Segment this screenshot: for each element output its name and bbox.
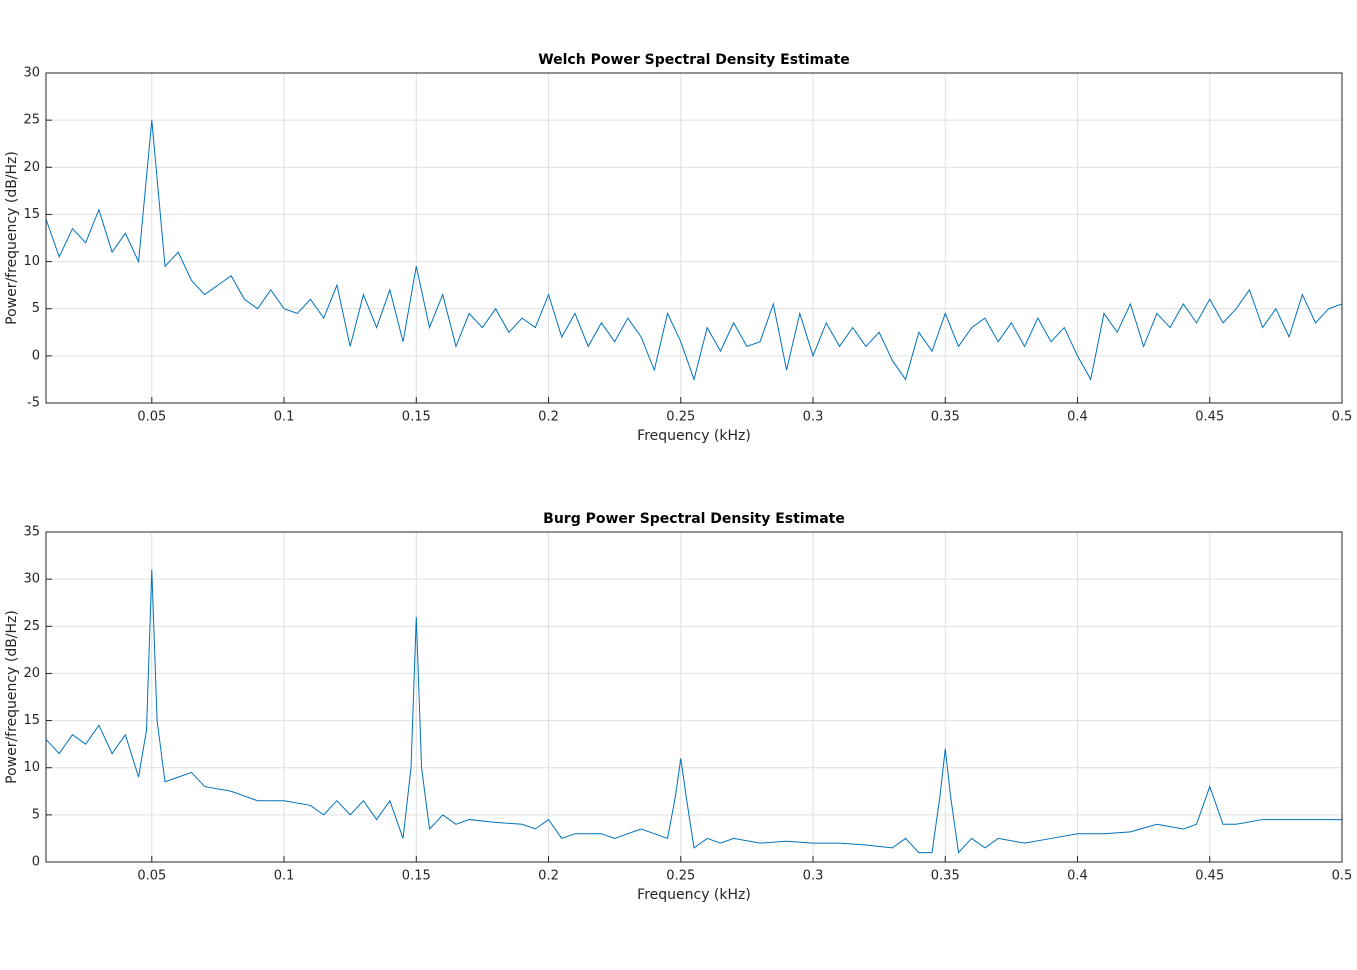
y-tick-label: 5 xyxy=(32,807,40,822)
y-tick-label: 25 xyxy=(23,113,40,128)
x-tick-label: 0.3 xyxy=(803,869,824,884)
y-tick-label: 10 xyxy=(23,760,40,775)
x-tick-label: 0.1 xyxy=(274,410,295,425)
x-tick-label: 0.15 xyxy=(402,869,431,884)
line xyxy=(45,120,1343,382)
x-tick-label: 0.2 xyxy=(538,869,559,884)
y-tick-label: 5 xyxy=(32,301,40,316)
x-axis-label: Frequency (kHz) xyxy=(637,887,751,903)
x-tick-label: 0.35 xyxy=(931,410,960,425)
x-tick-label: 0.05 xyxy=(137,869,166,884)
y-tick-label: 25 xyxy=(23,619,40,634)
axes-box xyxy=(45,531,1343,863)
y-tick-label: 0 xyxy=(32,348,40,363)
line xyxy=(45,569,1342,854)
x-tick-label: 0.25 xyxy=(666,410,695,425)
x-tick-label: 0.45 xyxy=(1195,410,1224,425)
x-tick-label: 0.15 xyxy=(402,410,431,425)
x-tick-label: 0.5 xyxy=(1332,410,1353,425)
x-tick-label: 0.05 xyxy=(137,410,166,425)
x-tick-label: 0.35 xyxy=(931,869,960,884)
y-tick-label: 20 xyxy=(23,160,40,175)
chart-title: Burg Power Spectral Density Estimate xyxy=(543,511,845,527)
x-tick-label: 0.4 xyxy=(1067,869,1088,884)
y-tick-label: 0 xyxy=(32,855,40,870)
y-tick-label: 15 xyxy=(23,207,40,222)
y-tick-label: -5 xyxy=(27,396,40,411)
y-tick-label: 30 xyxy=(23,66,40,81)
x-tick-label: 0.45 xyxy=(1195,869,1224,884)
x-axis-label: Frequency (kHz) xyxy=(637,428,751,444)
y-tick-label: 35 xyxy=(23,525,40,540)
plot-area xyxy=(46,532,1342,862)
y-tick-label: 30 xyxy=(23,572,40,587)
plot-area xyxy=(46,73,1342,403)
x-tick-label: 0.3 xyxy=(803,410,824,425)
x-tick-label: 0.2 xyxy=(538,410,559,425)
x-tick-label: 0.4 xyxy=(1067,410,1088,425)
x-tick-label: 0.25 xyxy=(666,869,695,884)
y-axis-label: Power/frequency (dB/Hz) xyxy=(4,610,20,784)
y-tick-label: 15 xyxy=(23,713,40,728)
y-axis-label: Power/frequency (dB/Hz) xyxy=(4,151,20,325)
y-tick-label: 10 xyxy=(23,254,40,269)
x-tick-label: 0.5 xyxy=(1332,869,1353,884)
chart-title: Welch Power Spectral Density Estimate xyxy=(538,52,850,68)
y-tick-label: 20 xyxy=(23,666,40,681)
axes-box xyxy=(45,72,1343,404)
x-tick-label: 0.1 xyxy=(274,869,295,884)
